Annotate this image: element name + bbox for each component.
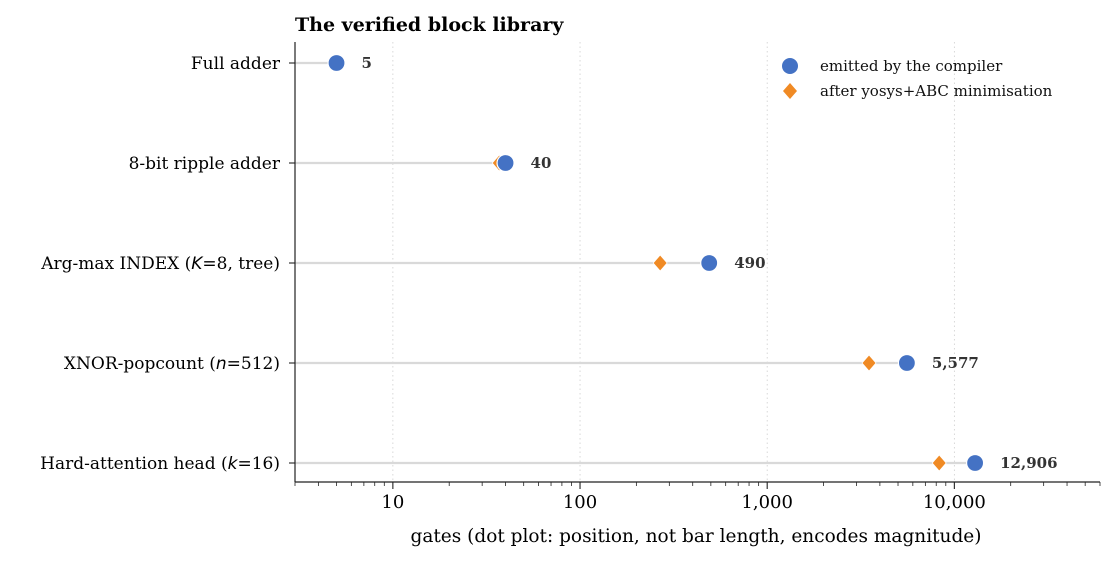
legend-marker-minimised [783, 83, 797, 99]
legend-marker-emitted [782, 58, 798, 74]
x-tick-label: 10 [381, 492, 404, 513]
legend-label-minimised: after yosys+ABC minimisation [820, 82, 1053, 100]
y-tick-label: Arg-max INDEX (K=8, tree) [40, 254, 280, 274]
legend: emitted by the compiler after yosys+ABC … [782, 57, 1053, 100]
value-label: 12,906 [1000, 454, 1057, 472]
emitted-marker [965, 453, 985, 473]
emitted-marker [700, 253, 719, 273]
x-tick-label: 1,000 [741, 492, 793, 513]
y-tick-label: 8-bit ripple adder [129, 154, 281, 174]
emitted-marker [496, 153, 515, 173]
value-label: 5 [362, 54, 372, 72]
emitted-marker [897, 353, 916, 373]
legend-label-emitted: emitted by the compiler [820, 57, 1003, 75]
value-label: 490 [734, 254, 765, 272]
chart-title: The verified block library [295, 14, 564, 36]
minimised-marker [931, 454, 947, 472]
y-tick-label: Hard-attention head (k=16) [40, 454, 280, 474]
x-tick-label: 10,000 [923, 492, 986, 513]
value-label: 40 [531, 154, 552, 172]
y-tick-label: XNOR-popcount (n=512) [64, 354, 280, 374]
emitted-marker [327, 53, 346, 73]
x-tick-label: 100 [563, 492, 597, 513]
x-axis-label: gates (dot plot: position, not bar lengt… [411, 526, 982, 547]
minimised-marker [861, 354, 877, 372]
value-label: 5,577 [932, 354, 979, 372]
y-tick-label: Full adder [191, 54, 281, 74]
minimised-marker [652, 254, 668, 272]
